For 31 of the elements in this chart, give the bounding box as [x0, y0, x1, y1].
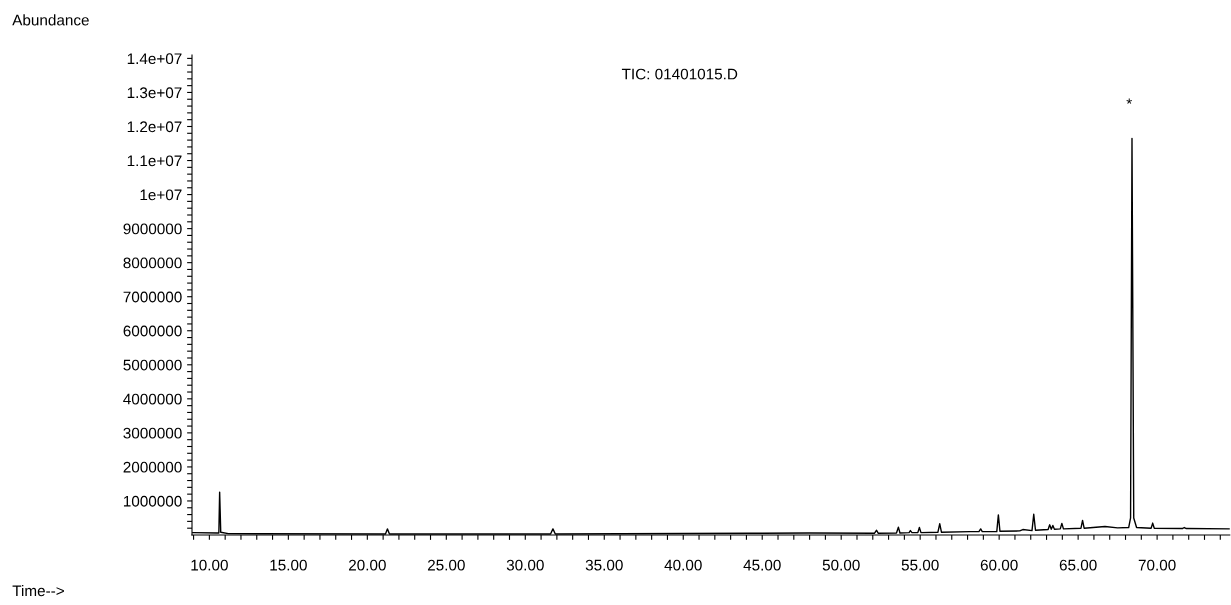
- y-tick-label: 1000000: [123, 495, 182, 507]
- x-tick-label: 50.00: [822, 559, 860, 571]
- x-tick-label: 15.00: [270, 559, 307, 571]
- x-tick-label: 70.00: [1138, 559, 1176, 571]
- x-tick-label: 20.00: [348, 559, 386, 571]
- x-tick-label: 65.00: [1059, 559, 1097, 571]
- x-tick-label: 25.00: [427, 559, 465, 571]
- x-tick-label: 40.00: [664, 559, 702, 571]
- text: TIC: 01401015.D: [621, 68, 738, 80]
- x-tick-label: 60.00: [980, 559, 1018, 571]
- y-tick-label: 3000000: [123, 427, 182, 439]
- y-tick-label: 4000000: [123, 393, 182, 405]
- x-tick-label: 30.00: [506, 559, 544, 571]
- annotation: *: [1126, 98, 1132, 104]
- x-tick-label: 45.00: [743, 559, 781, 571]
- x-tick-label: 35.00: [585, 559, 623, 571]
- y-tick-label: 1.1e+07: [127, 155, 182, 167]
- y-tick-label: 9000000: [123, 223, 182, 235]
- y-tick-label: 2000000: [123, 461, 182, 473]
- y-axis-title: Abundance: [12, 14, 89, 26]
- y-tick-label: 1e+07: [140, 189, 182, 201]
- y-tick-label: 1.3e+07: [127, 87, 182, 99]
- y-tick-label: 5000000: [123, 359, 182, 371]
- y-tick-label: 1.2e+07: [127, 121, 182, 133]
- x-axis-title: Time-->: [12, 585, 64, 597]
- x-tick-label: 10.00: [191, 559, 228, 571]
- y-tick-label: 7000000: [123, 291, 182, 303]
- x-tick-label: 55.00: [901, 559, 939, 571]
- y-tick-label: 1.4e+07: [127, 53, 182, 65]
- y-tick-label: 8000000: [123, 257, 182, 269]
- y-tick-label: 6000000: [123, 325, 182, 337]
